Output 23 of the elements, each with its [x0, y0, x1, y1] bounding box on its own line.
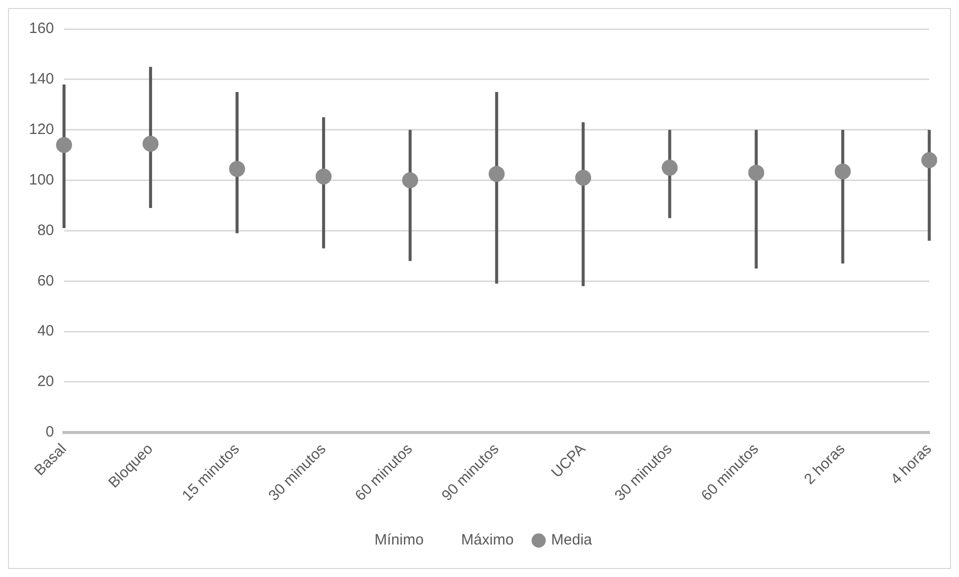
point — [142, 136, 159, 152]
y-tick-label: 140 — [28, 70, 54, 88]
point — [56, 136, 72, 153]
point — [575, 170, 592, 186]
point — [921, 152, 938, 168]
y-tick-label: 80 — [37, 222, 54, 239]
point — [748, 164, 764, 181]
y-tick-label: 160 — [28, 20, 54, 38]
text: Mínimo — [374, 532, 424, 549]
y-tick-label: 20 — [37, 373, 54, 390]
point — [834, 163, 851, 180]
point — [488, 166, 505, 182]
y-tick-label: 100 — [28, 171, 54, 188]
y-tick-label: 120 — [28, 120, 54, 138]
y-tick-label: 0 — [46, 424, 54, 441]
point — [662, 160, 678, 176]
point — [316, 168, 332, 184]
point — [402, 172, 418, 188]
text: Máximo — [461, 532, 514, 549]
y-tick-label: 60 — [37, 272, 54, 290]
y-tick-label: 40 — [37, 322, 54, 340]
legend-label: Media — [551, 532, 593, 549]
point — [229, 160, 246, 177]
